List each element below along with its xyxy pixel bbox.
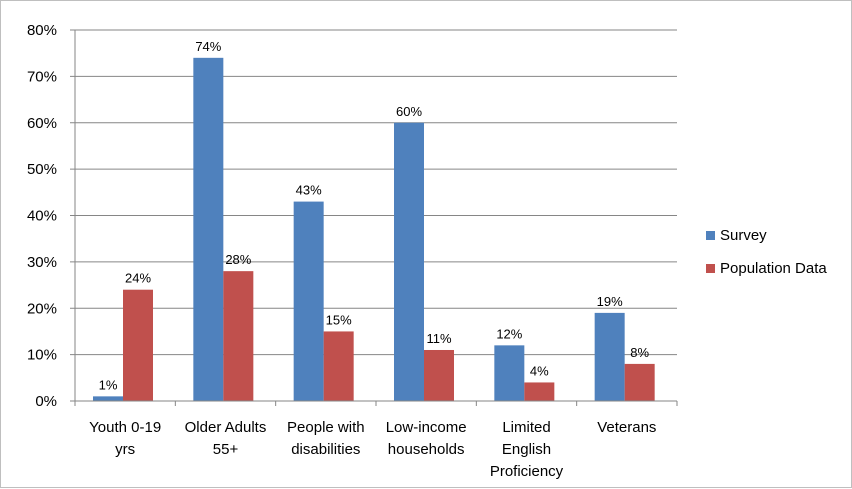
data-label: 1% (99, 377, 118, 392)
category-label: Low-income (386, 419, 467, 436)
legend-swatch (706, 231, 715, 240)
bar-survey (193, 57, 224, 401)
data-labels: 1% 24% 74% 28% 43% 15% 60% 11% 12% 4% 19% 8% (99, 39, 650, 393)
bars (93, 57, 655, 401)
y-tick-label: 20% (27, 300, 57, 317)
data-label: 11% (426, 331, 451, 346)
data-label: 15% (326, 312, 352, 327)
category-label: People with (287, 419, 365, 436)
bar-survey (594, 312, 625, 401)
bar-population-data (123, 289, 153, 401)
data-label: 28% (225, 252, 251, 267)
category-label: Veterans (597, 419, 656, 436)
category-label: Proficiency (490, 463, 564, 480)
data-label: 8% (630, 345, 649, 360)
bar-survey (293, 201, 324, 401)
y-tick-label: 10% (27, 347, 57, 364)
y-tick-label: 50% (27, 161, 57, 178)
data-label: 4% (530, 363, 549, 378)
category-label: Youth 0-19 (89, 419, 161, 436)
category-label: 55+ (213, 441, 239, 458)
category-label: households (388, 441, 465, 458)
category-label: yrs (115, 441, 135, 458)
data-label: 74% (195, 39, 221, 54)
legend: Survey Population Data (706, 227, 827, 277)
bar-population-data (524, 382, 555, 401)
axes (70, 29, 678, 406)
category-label: disabilities (291, 441, 360, 458)
bar-population-data (323, 331, 354, 401)
data-label: 24% (125, 271, 151, 286)
data-label: 43% (296, 183, 322, 198)
y-tick-label: 30% (27, 254, 57, 271)
bar-population-data (223, 271, 254, 401)
data-label: 12% (496, 326, 522, 341)
category-label: Limited (502, 419, 550, 436)
category-label: Older Adults (185, 419, 267, 436)
y-tick-label: 70% (27, 68, 57, 85)
bar-survey (494, 345, 525, 401)
bar-population-data (424, 349, 454, 401)
y-axis-ticks: 0% 10% 20% 30% 40% 50% 60% 70% 80% (27, 22, 57, 410)
bar-survey (394, 122, 424, 401)
y-tick-label: 80% (27, 22, 57, 39)
legend-label: Survey (720, 227, 767, 244)
y-tick-label: 0% (35, 393, 57, 410)
bar-population-data (624, 363, 655, 401)
y-tick-label: 40% (27, 208, 57, 225)
category-labels: Youth 0-19 yrs Older Adults 55+ People with d… (89, 419, 656, 480)
data-label: 60% (396, 104, 422, 119)
legend-label: Population Data (720, 260, 827, 277)
bar-survey (93, 396, 123, 401)
y-tick-label: 60% (27, 115, 57, 132)
legend-swatch (706, 264, 715, 273)
category-label: English (502, 441, 551, 458)
gridlines (75, 29, 677, 356)
data-label: 19% (597, 294, 623, 309)
